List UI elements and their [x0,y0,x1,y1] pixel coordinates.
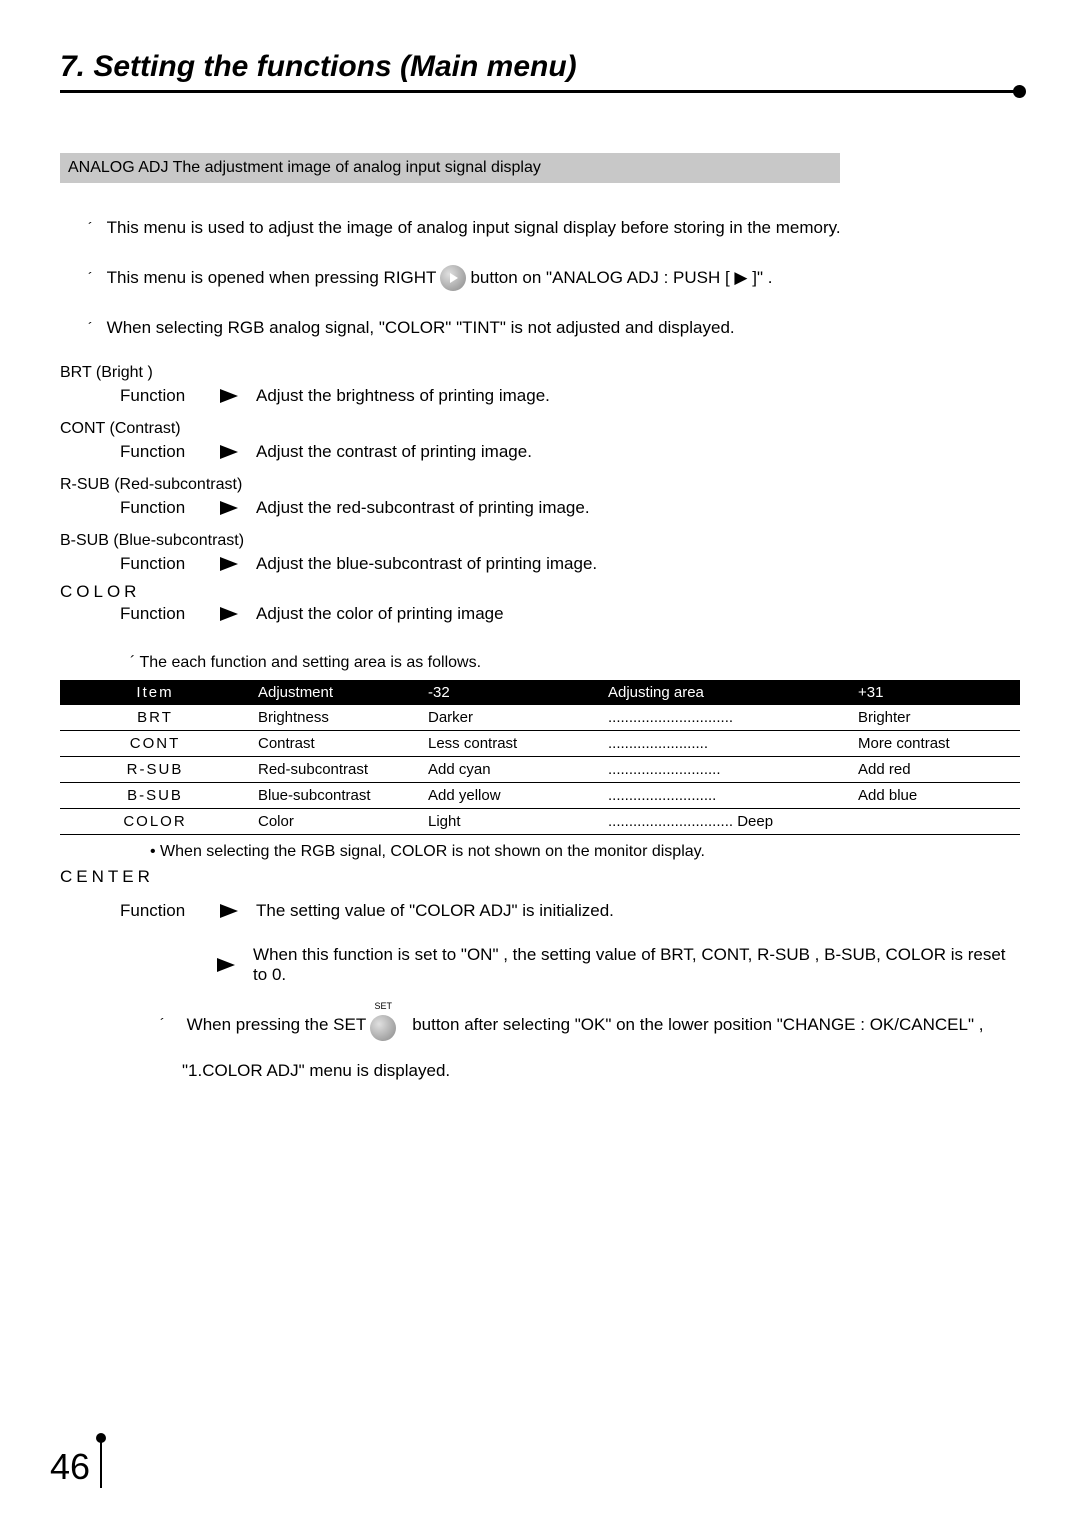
bsub-block: B-SUB (Blue-subcontrast) Function Adjust… [60,532,1020,574]
bullet-1: ´ This menu is used to adjust the image … [88,215,1020,241]
arrow-icon [217,958,235,972]
cell-item: CONT [60,731,250,757]
arrow-icon [220,501,238,515]
set-label: SET [374,1001,392,1011]
bullet-2-text-b: button on "ANALOG ADJ : PUSH [ ▶ ]" . [470,265,772,291]
arrow-icon [220,445,238,459]
table-row: B-SUB Blue-subcontrast Add yellow ......… [60,783,1020,809]
function-label: Function [120,386,220,406]
bullet-mark: ´ [88,267,93,288]
cont-block: CONT (Contrast) Function Adjust the cont… [60,420,1020,462]
function-label: Function [120,498,220,518]
th-area: Adjusting area [600,680,850,705]
function-label: Function [120,554,220,574]
center-f1: The setting value of "COLOR ADJ" is init… [256,901,614,921]
bullet-1-text: This menu is used to adjust the image of… [107,215,841,241]
cell-low: Light [420,809,600,835]
bullet-2: ´ This menu is opened when pressing RIGH… [88,265,1020,291]
cell-adj: Contrast [250,731,420,757]
cell-adj: Blue-subcontrast [250,783,420,809]
cell-high: Add red [850,757,1020,783]
right-button-icon [440,265,466,291]
cell-high: Brighter [850,705,1020,731]
table-row: R-SUB Red-subcontrast Add cyan .........… [60,757,1020,783]
bsub-desc: Adjust the blue-subcontrast of printing … [256,554,597,574]
table-header-row: Item Adjustment -32 Adjusting area +31 [60,680,1020,705]
bullet-2-text-a: This menu is opened when pressing RIGHT [107,265,437,291]
press-a: When pressing the SET [187,1015,367,1035]
page-number: 46 [50,1438,102,1488]
cell-item: COLOR [60,809,250,835]
bsub-label: B-SUB (Blue-subcontrast) [60,532,1020,550]
cell-item: BRT [60,705,250,731]
th-item: Item [60,680,250,705]
center-label: CENTER [60,867,1020,887]
cell-adj: Color [250,809,420,835]
rsub-desc: Adjust the red-subcontrast of printing i… [256,498,590,518]
cell-low: Add cyan [420,757,600,783]
cell-dots: .............................. Deep [600,809,850,835]
table-row: COLOR Color Light ......................… [60,809,1020,835]
set-button-icon: SET [370,1015,396,1041]
arrow-icon [220,904,238,918]
th-high: +31 [850,680,1020,705]
arrow-icon [220,389,238,403]
cell-dots: .......................... [600,783,850,809]
th-low: -32 [420,680,600,705]
subsection-header: ANALOG ADJ The adjustment image of analo… [60,153,840,183]
table-row: CONT Contrast Less contrast ............… [60,731,1020,757]
cell-dots: .............................. [600,705,850,731]
function-label: Function [120,442,220,462]
cell-adj: Brightness [250,705,420,731]
bullet-mark: ´ [88,217,93,238]
adjustment-table: Item Adjustment -32 Adjusting area +31 B… [60,680,1020,835]
title-underline [60,90,1020,93]
cont-label: CONT (Contrast) [60,420,1020,438]
table-row: BRT Brightness Darker ..................… [60,705,1020,731]
cell-item: B-SUB [60,783,250,809]
cell-high [850,809,1020,835]
bullet-mark: ´ [160,1015,165,1031]
arrow-icon [220,607,238,621]
cell-high: Add blue [850,783,1020,809]
bullet-mark: ´ [88,317,93,338]
th-adjustment: Adjustment [250,680,420,705]
rsub-block: R-SUB (Red-subcontrast) Function Adjust … [60,476,1020,518]
cell-adj: Red-subcontrast [250,757,420,783]
cell-dots: ........................ [600,731,850,757]
cell-low: Add yellow [420,783,600,809]
color-label: COLOR [60,582,1020,602]
press-b: button after selecting "OK" on the lower… [412,1015,983,1035]
cell-high: More contrast [850,731,1020,757]
cell-low: Less contrast [420,731,600,757]
cell-dots: ........................... [600,757,850,783]
section-title: 7. Setting the functions (Main menu) [60,50,1020,84]
function-label: Function [120,901,220,921]
brt-desc: Adjust the brightness of printing image. [256,386,550,406]
cell-low: Darker [420,705,600,731]
bullet-3: ´ When selecting RGB analog signal, "COL… [88,315,1020,341]
cell-item: R-SUB [60,757,250,783]
bullet-3-text: When selecting RGB analog signal, "COLOR… [107,315,735,341]
function-label: Function [120,604,220,624]
table-note: ´ The each function and setting area is … [130,654,1020,672]
page-line-icon [100,1438,102,1488]
rsub-label: R-SUB (Red-subcontrast) [60,476,1020,494]
color-desc: Adjust the color of printing image [256,604,504,624]
press-c: "1.COLOR ADJ" menu is displayed. [182,1061,1020,1081]
brt-block: BRT (Bright ) Function Adjust the bright… [60,364,1020,406]
brt-label: BRT (Bright ) [60,364,1020,382]
arrow-icon [220,557,238,571]
cont-desc: Adjust the contrast of printing image. [256,442,532,462]
center-f2: When this function is set to "ON" , the … [253,945,1020,985]
rgb-note: • When selecting the RGB signal, COLOR i… [150,843,1020,861]
